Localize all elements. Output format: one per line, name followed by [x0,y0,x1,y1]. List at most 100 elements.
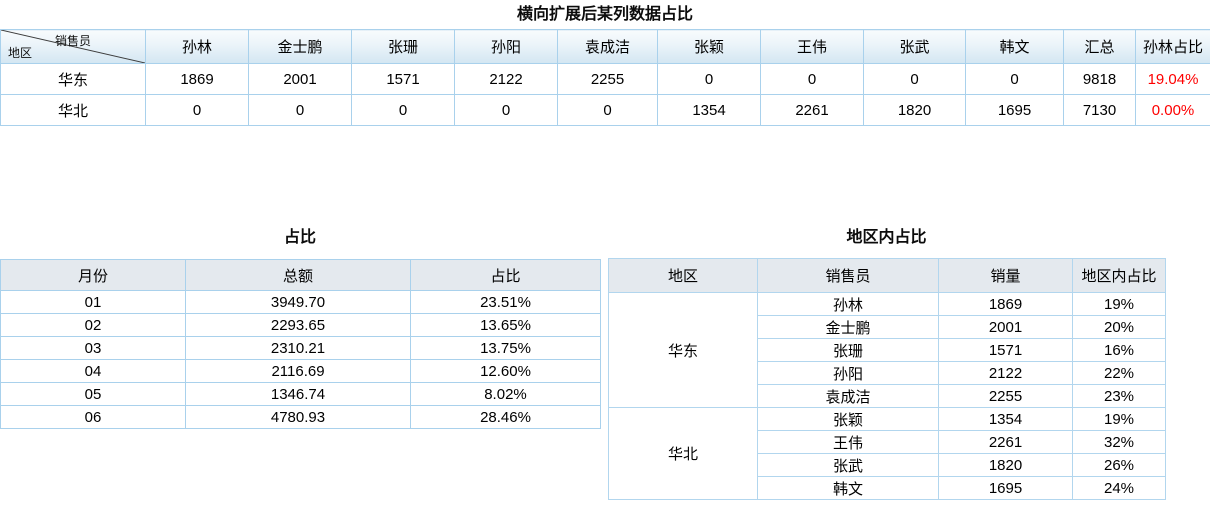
percent-cell: 13.75% [410,336,601,360]
total-cell: 2310.21 [185,336,411,360]
table-row: 05 1346.74 8.02% [0,382,601,406]
total-cell: 2116.69 [185,359,411,383]
diagonal-line-icon [1,30,145,63]
percent-cell: 8.02% [410,382,601,406]
column-header-seller: 孙阳 [454,29,558,64]
cross-table-body: 华东 1869 2001 1571 2122 2255 0 0 0 0 9818 19.04% 华北 0 0… [0,63,1210,126]
percent-cell: 13.65% [410,313,601,337]
column-header: 月份 [0,259,186,291]
column-header: 地区内占比 [1072,258,1166,293]
table-row: 03 2310.21 13.75% [0,336,601,360]
seller-cell: 韩文 [757,476,939,500]
column-header-seller: 王伟 [760,29,864,64]
diagonal-corner-cell: 销售员 地区 [0,29,146,64]
sales-value-cell: 9818 [1063,63,1136,95]
sales-cell: 1869 [938,292,1073,316]
monthly-ratio-table: 月份 总额 占比 01 3949.70 23.51% 02 2293.65 13.65% 03 2… [0,259,601,429]
monthly-ratio-title: 占比 [283,229,316,246]
sales-cell: 1695 [938,476,1073,500]
sales-value-cell: 1571 [351,63,455,95]
sales-value-cell: 0 [657,63,761,95]
total-cell: 2293.65 [185,313,411,337]
sales-cell: 1820 [938,453,1073,477]
corner-label-region: 地区 [8,46,33,60]
seller-cell: 张颖 [757,407,939,431]
seller-cell: 金士鹏 [757,315,939,339]
month-cell: 02 [0,313,186,337]
monthly-ratio-body: 01 3949.70 23.51% 02 2293.65 13.65% 03 2310.21 1… [0,290,601,429]
sales-value-cell: 0 [351,94,455,126]
region-ratio-title: 地区内占比 [846,229,927,246]
region-ratio-body: 华东 孙林 1869 19% 金士鹏 2001 20% 张珊 1571 16% 孙阳 2122 22% 袁… [608,292,1166,500]
sales-cell: 2255 [938,384,1073,408]
table-row: 06 4780.93 28.46% [0,405,601,429]
region-name-cell: 华东 [0,63,146,95]
ratio-value-cell: 19.04% [1135,63,1210,95]
month-cell: 01 [0,290,186,314]
column-header-seller: 张武 [863,29,966,64]
table-row: 华东 孙林 1869 19% [608,292,1166,408]
month-cell: 03 [0,336,186,360]
percent-cell: 16% [1072,338,1166,362]
sales-value-cell: 2001 [248,63,352,95]
cross-table-row: 华北 0 0 0 0 0 1354 2261 1820 1695 7130 0.00% [0,94,1210,126]
column-header-seller: 金士鹏 [248,29,352,64]
total-cell: 1346.74 [185,382,411,406]
column-header: 总额 [185,259,411,291]
column-header-seller: 孙林 [145,29,249,64]
sales-cell: 1571 [938,338,1073,362]
table-row: 张珊 1571 16% [609,338,1166,362]
sales-value-cell: 2255 [557,63,658,95]
monthly-ratio-header-row: 月份 总额 占比 [0,259,601,291]
table-row: 02 2293.65 13.65% [0,313,601,337]
column-header-seller: 汇总 [1063,29,1136,64]
percent-cell: 32% [1072,430,1166,454]
percent-cell: 28.46% [410,405,601,429]
region-ratio-table: 地区 销售员 销量 地区内占比 华东 孙林 1869 19% 金士鹏 2001 20% 张珊 1571… [608,258,1166,500]
sales-value-cell: 0 [248,94,352,126]
sales-value-cell: 1354 [657,94,761,126]
column-header: 销量 [938,258,1073,293]
percent-cell: 26% [1072,453,1166,477]
sales-value-cell: 0 [145,94,249,126]
percent-cell: 19% [1072,292,1166,316]
total-cell: 3949.70 [185,290,411,314]
percent-cell: 12.60% [410,359,601,383]
corner-label-seller: 销售员 [55,34,92,48]
total-cell: 4780.93 [185,405,411,429]
sales-value-cell: 0 [454,94,558,126]
sales-value-cell: 0 [760,63,864,95]
sales-value-cell: 2261 [760,94,864,126]
sales-value-cell: 0 [863,63,966,95]
monthly-ratio-section: 占比 月份 总额 占比 01 3949.70 23.51% 02 2293.65 13.65%… [0,227,601,429]
table-row: 张武 1820 26% [609,453,1166,477]
column-header: 销售员 [757,258,939,293]
seller-cell: 孙林 [757,292,939,316]
sales-value-cell: 1869 [145,63,249,95]
region-merged-cell: 华北 [608,407,758,500]
table-row: 孙阳 2122 22% [609,361,1166,385]
sales-cell: 2261 [938,430,1073,454]
sales-cell: 2001 [938,315,1073,339]
column-header-seller: 张颖 [657,29,761,64]
column-header: 占比 [410,259,601,291]
region-ratio-header-row: 地区 销售员 销量 地区内占比 [608,258,1166,293]
cross-table-row: 华东 1869 2001 1571 2122 2255 0 0 0 0 9818 19.04% [0,63,1210,95]
percent-cell: 19% [1072,407,1166,431]
column-header: 地区 [608,258,758,293]
column-header-seller: 韩文 [965,29,1064,64]
month-cell: 06 [0,405,186,429]
seller-cell: 袁成洁 [757,384,939,408]
percent-cell: 23% [1072,384,1166,408]
seller-cell: 张武 [757,453,939,477]
sales-value-cell: 0 [965,63,1064,95]
ratio-value-cell: 0.00% [1135,94,1210,126]
sales-value-cell: 0 [557,94,658,126]
month-cell: 05 [0,382,186,406]
sales-value-cell: 7130 [1063,94,1136,126]
top-table-title: 横向扩展后某列数据占比 [516,6,693,23]
sales-cell: 2122 [938,361,1073,385]
table-row: 华北 张颖 1354 19% [608,407,1166,500]
table-row: 韩文 1695 24% [609,476,1166,500]
column-header-ratio: 孙林占比 [1135,29,1210,64]
